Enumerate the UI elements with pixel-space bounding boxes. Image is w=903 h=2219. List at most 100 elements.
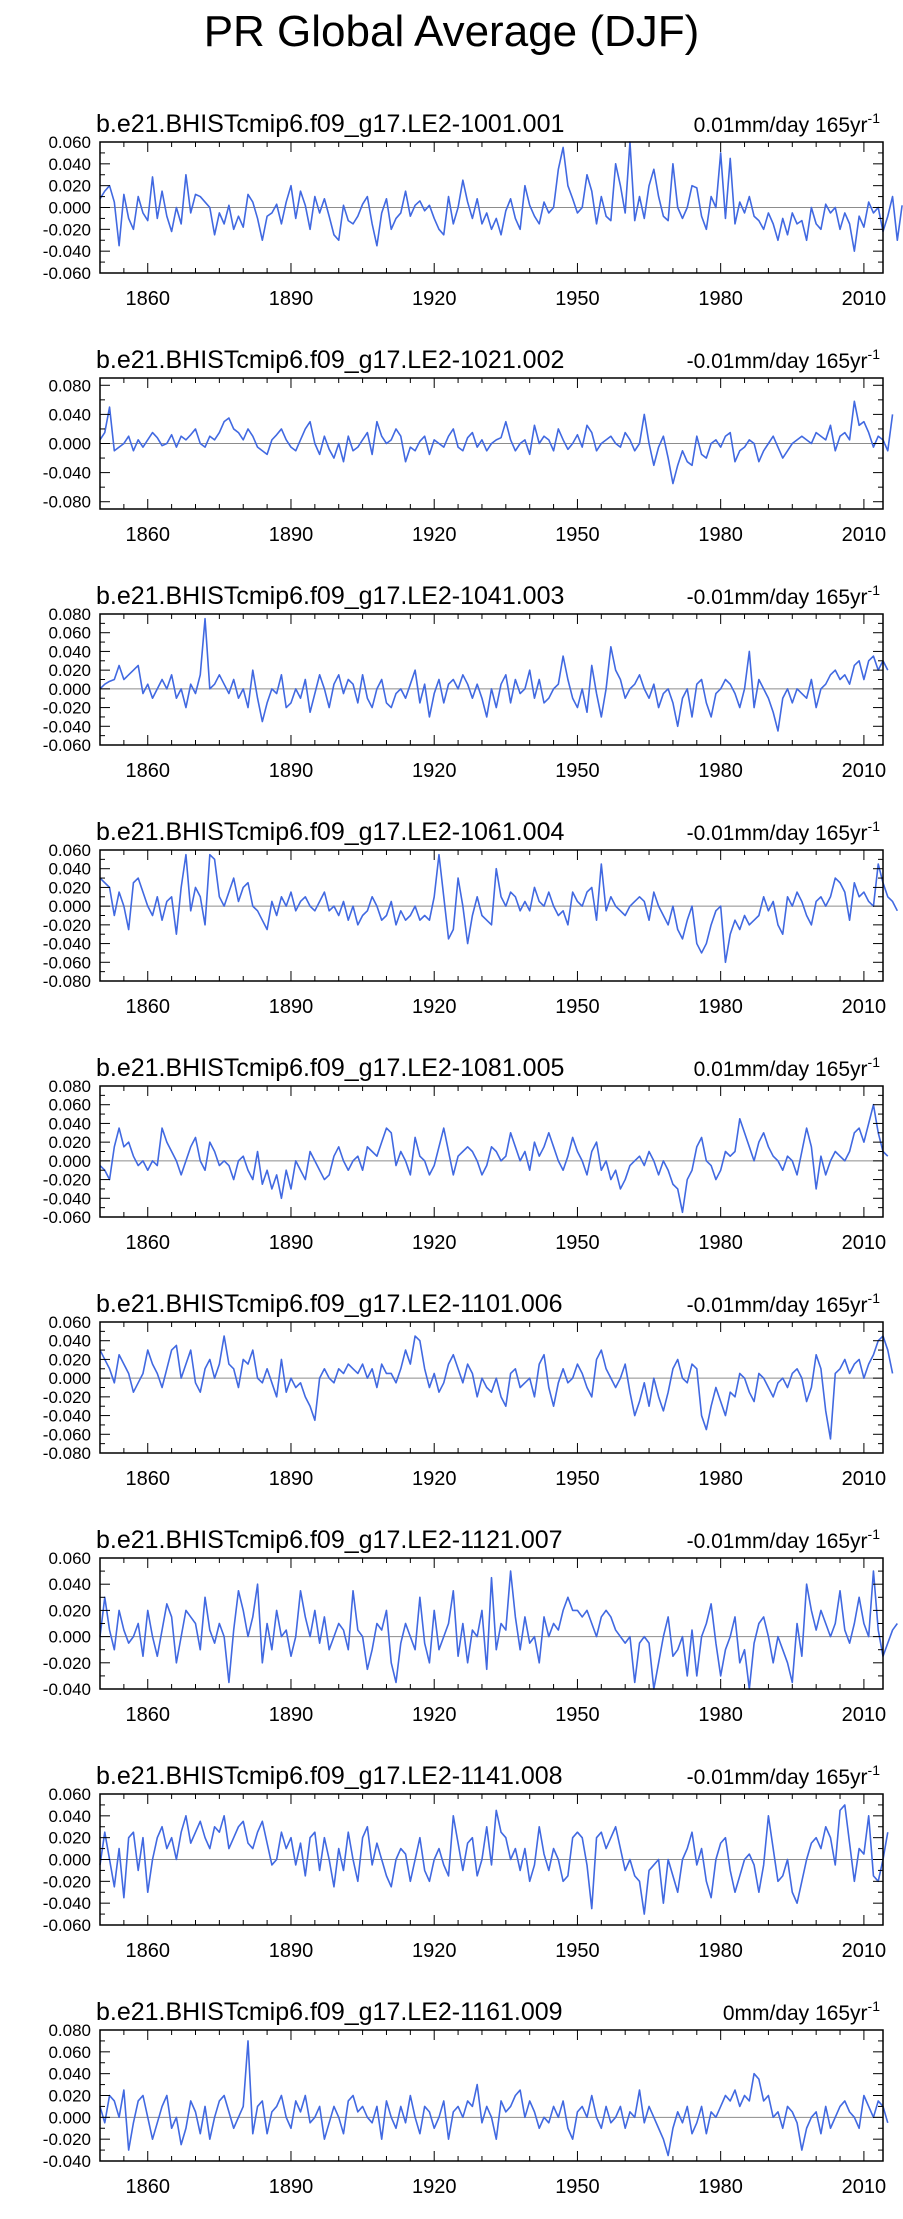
- panel-title: b.e21.BHISTcmip6.f09_g17.LE2-1161.009: [96, 1998, 563, 2026]
- x-tick-label: 1980: [698, 1940, 743, 1962]
- trend-value: 0.01: [694, 1058, 735, 1081]
- x-tick-label: 1860: [125, 524, 170, 546]
- y-tick-label: -0.040: [43, 242, 91, 261]
- x-tick-label: 1860: [125, 1232, 170, 1254]
- y-tick-label: -0.060: [43, 736, 91, 755]
- y-tick-label: 0.040: [48, 405, 91, 424]
- y-tick-label: 0.060: [48, 624, 91, 643]
- y-tick-label: 0.060: [48, 1313, 91, 1332]
- trend-label: -0.01mm/day 165yr-1: [687, 1290, 881, 1317]
- series-line: [99, 400, 894, 485]
- trend-label: -0.01mm/day 165yr-1: [687, 1762, 881, 1789]
- y-tick-label: 0.040: [48, 2065, 91, 2084]
- trend-unit: mm/day 165yr: [735, 2002, 868, 2025]
- trend-exponent: -1: [868, 818, 881, 834]
- y-tick-label: -0.020: [43, 220, 91, 239]
- x-tick-label: 1890: [269, 2176, 314, 2198]
- panel-title: b.e21.BHISTcmip6.f09_g17.LE2-1001.001: [96, 110, 564, 138]
- x-tick-label: 1860: [125, 1704, 170, 1726]
- y-tick-label: 0.040: [48, 155, 91, 174]
- series-line: [99, 141, 903, 252]
- x-tick-label: 1860: [125, 1940, 170, 1962]
- trend-exponent: -1: [868, 582, 881, 598]
- trend-label: -0.01mm/day 165yr-1: [687, 1526, 881, 1553]
- y-tick-label: -0.040: [43, 1680, 91, 1699]
- y-tick-label: 0.000: [48, 1851, 91, 1870]
- chart-panel: b.e21.BHISTcmip6.f09_g17.LE2-1021.002 -0.…: [43, 346, 894, 546]
- x-tick-label: 1920: [412, 288, 457, 310]
- y-tick-label: -0.060: [43, 1425, 91, 1444]
- y-tick-label: -0.060: [43, 1208, 91, 1227]
- y-tick-label: -0.040: [43, 1407, 91, 1426]
- y-tick-label: 0.060: [48, 841, 91, 860]
- y-tick-label: -0.020: [43, 699, 91, 718]
- trend-unit: mm/day 165yr: [735, 822, 868, 845]
- y-tick-label: 0.040: [48, 1114, 91, 1133]
- y-tick-label: -0.020: [43, 2130, 91, 2149]
- y-tick-label: -0.040: [43, 2152, 91, 2171]
- y-tick-label: -0.040: [43, 1189, 91, 1208]
- x-tick-label: 2010: [842, 1704, 887, 1726]
- y-tick-label: -0.080: [43, 493, 91, 512]
- trend-exponent: -1: [868, 1054, 881, 1070]
- y-tick-label: -0.080: [43, 972, 91, 991]
- x-tick-label: 1950: [555, 1704, 600, 1726]
- trend-value: -0.01: [687, 822, 735, 845]
- trend-value: -0.01: [687, 586, 735, 609]
- x-tick-label: 1980: [698, 1704, 743, 1726]
- x-tick-label: 1980: [698, 1468, 743, 1490]
- panel-title: b.e21.BHISTcmip6.f09_g17.LE2-1061.004: [96, 818, 564, 846]
- trend-unit: mm/day 165yr: [735, 114, 868, 137]
- x-tick-label: 1950: [555, 1232, 600, 1254]
- y-tick-label: 0.040: [48, 1332, 91, 1351]
- chart-panel: b.e21.BHISTcmip6.f09_g17.LE2-1121.007 -0.…: [43, 1526, 898, 1726]
- panel-title: b.e21.BHISTcmip6.f09_g17.LE2-1141.008: [96, 1762, 563, 1790]
- y-tick-label: 0.000: [48, 435, 91, 454]
- series-line: [99, 617, 889, 732]
- x-tick-label: 2010: [842, 760, 887, 782]
- x-tick-label: 2010: [842, 2176, 887, 2198]
- page-title: PR Global Average (DJF): [203, 7, 700, 56]
- trend-value: -0.01: [687, 350, 735, 373]
- y-tick-label: -0.060: [43, 264, 91, 283]
- plot-frame: [99, 1085, 884, 1218]
- trend-exponent: -1: [868, 110, 881, 126]
- y-tick-label: 0.060: [48, 1549, 91, 1568]
- y-tick-label: 0.000: [48, 897, 91, 916]
- x-tick-label: 1920: [412, 524, 457, 546]
- chart-panel: b.e21.BHISTcmip6.f09_g17.LE2-1041.003 -0.…: [43, 582, 889, 782]
- chart-panel: b.e21.BHISTcmip6.f09_g17.LE2-1081.005 0.0…: [43, 1054, 889, 1254]
- y-tick-label: 0.000: [48, 2108, 91, 2127]
- trend-exponent: -1: [868, 1998, 881, 2014]
- trend-label: 0.01mm/day 165yr-1: [694, 1054, 881, 1081]
- y-tick-label: -0.040: [43, 935, 91, 954]
- trend-label: 0mm/day 165yr-1: [723, 1998, 880, 2025]
- y-tick-label: 0.080: [48, 1077, 91, 1096]
- series-line: [99, 2040, 889, 2157]
- y-tick-label: -0.040: [43, 717, 91, 736]
- x-tick-label: 1920: [412, 996, 457, 1018]
- x-tick-label: 2010: [842, 1468, 887, 1490]
- trend-unit: mm/day 165yr: [735, 1294, 868, 1317]
- series-line: [99, 1335, 894, 1440]
- trend-label: -0.01mm/day 165yr-1: [687, 582, 881, 609]
- x-tick-label: 1980: [698, 288, 743, 310]
- trend-exponent: -1: [868, 1762, 881, 1778]
- series-line: [99, 1103, 889, 1214]
- chart-panel: b.e21.BHISTcmip6.f09_g17.LE2-1061.004 -0.…: [43, 818, 899, 1018]
- x-tick-label: 1950: [555, 288, 600, 310]
- x-tick-label: 1890: [269, 1704, 314, 1726]
- y-tick-label: 0.060: [48, 1785, 91, 1804]
- x-tick-label: 1950: [555, 996, 600, 1018]
- plot-frame: [99, 2029, 884, 2162]
- x-tick-label: 2010: [842, 288, 887, 310]
- x-tick-label: 1890: [269, 524, 314, 546]
- x-tick-label: 1890: [269, 996, 314, 1018]
- panel-title: b.e21.BHISTcmip6.f09_g17.LE2-1021.002: [96, 346, 564, 374]
- trend-label: -0.01mm/day 165yr-1: [687, 818, 881, 845]
- panel-title: b.e21.BHISTcmip6.f09_g17.LE2-1101.006: [96, 1290, 563, 1318]
- trend-unit: mm/day 165yr: [735, 350, 868, 373]
- x-tick-label: 1980: [698, 2176, 743, 2198]
- y-tick-label: 0.000: [48, 1628, 91, 1647]
- chart-panel: b.e21.BHISTcmip6.f09_g17.LE2-1001.001 0.0…: [43, 110, 903, 310]
